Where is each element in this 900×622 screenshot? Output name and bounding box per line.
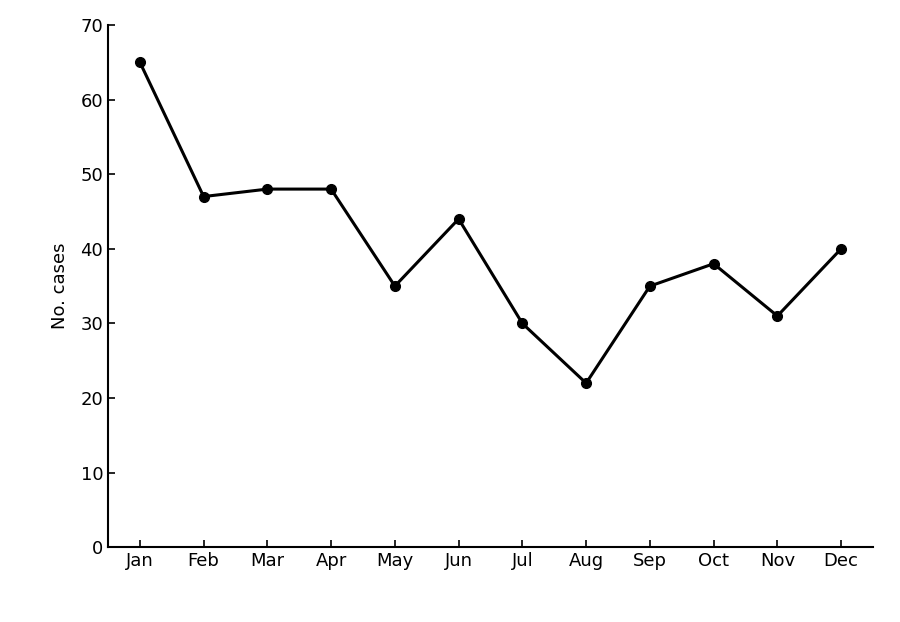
Y-axis label: No. cases: No. cases (51, 243, 69, 330)
